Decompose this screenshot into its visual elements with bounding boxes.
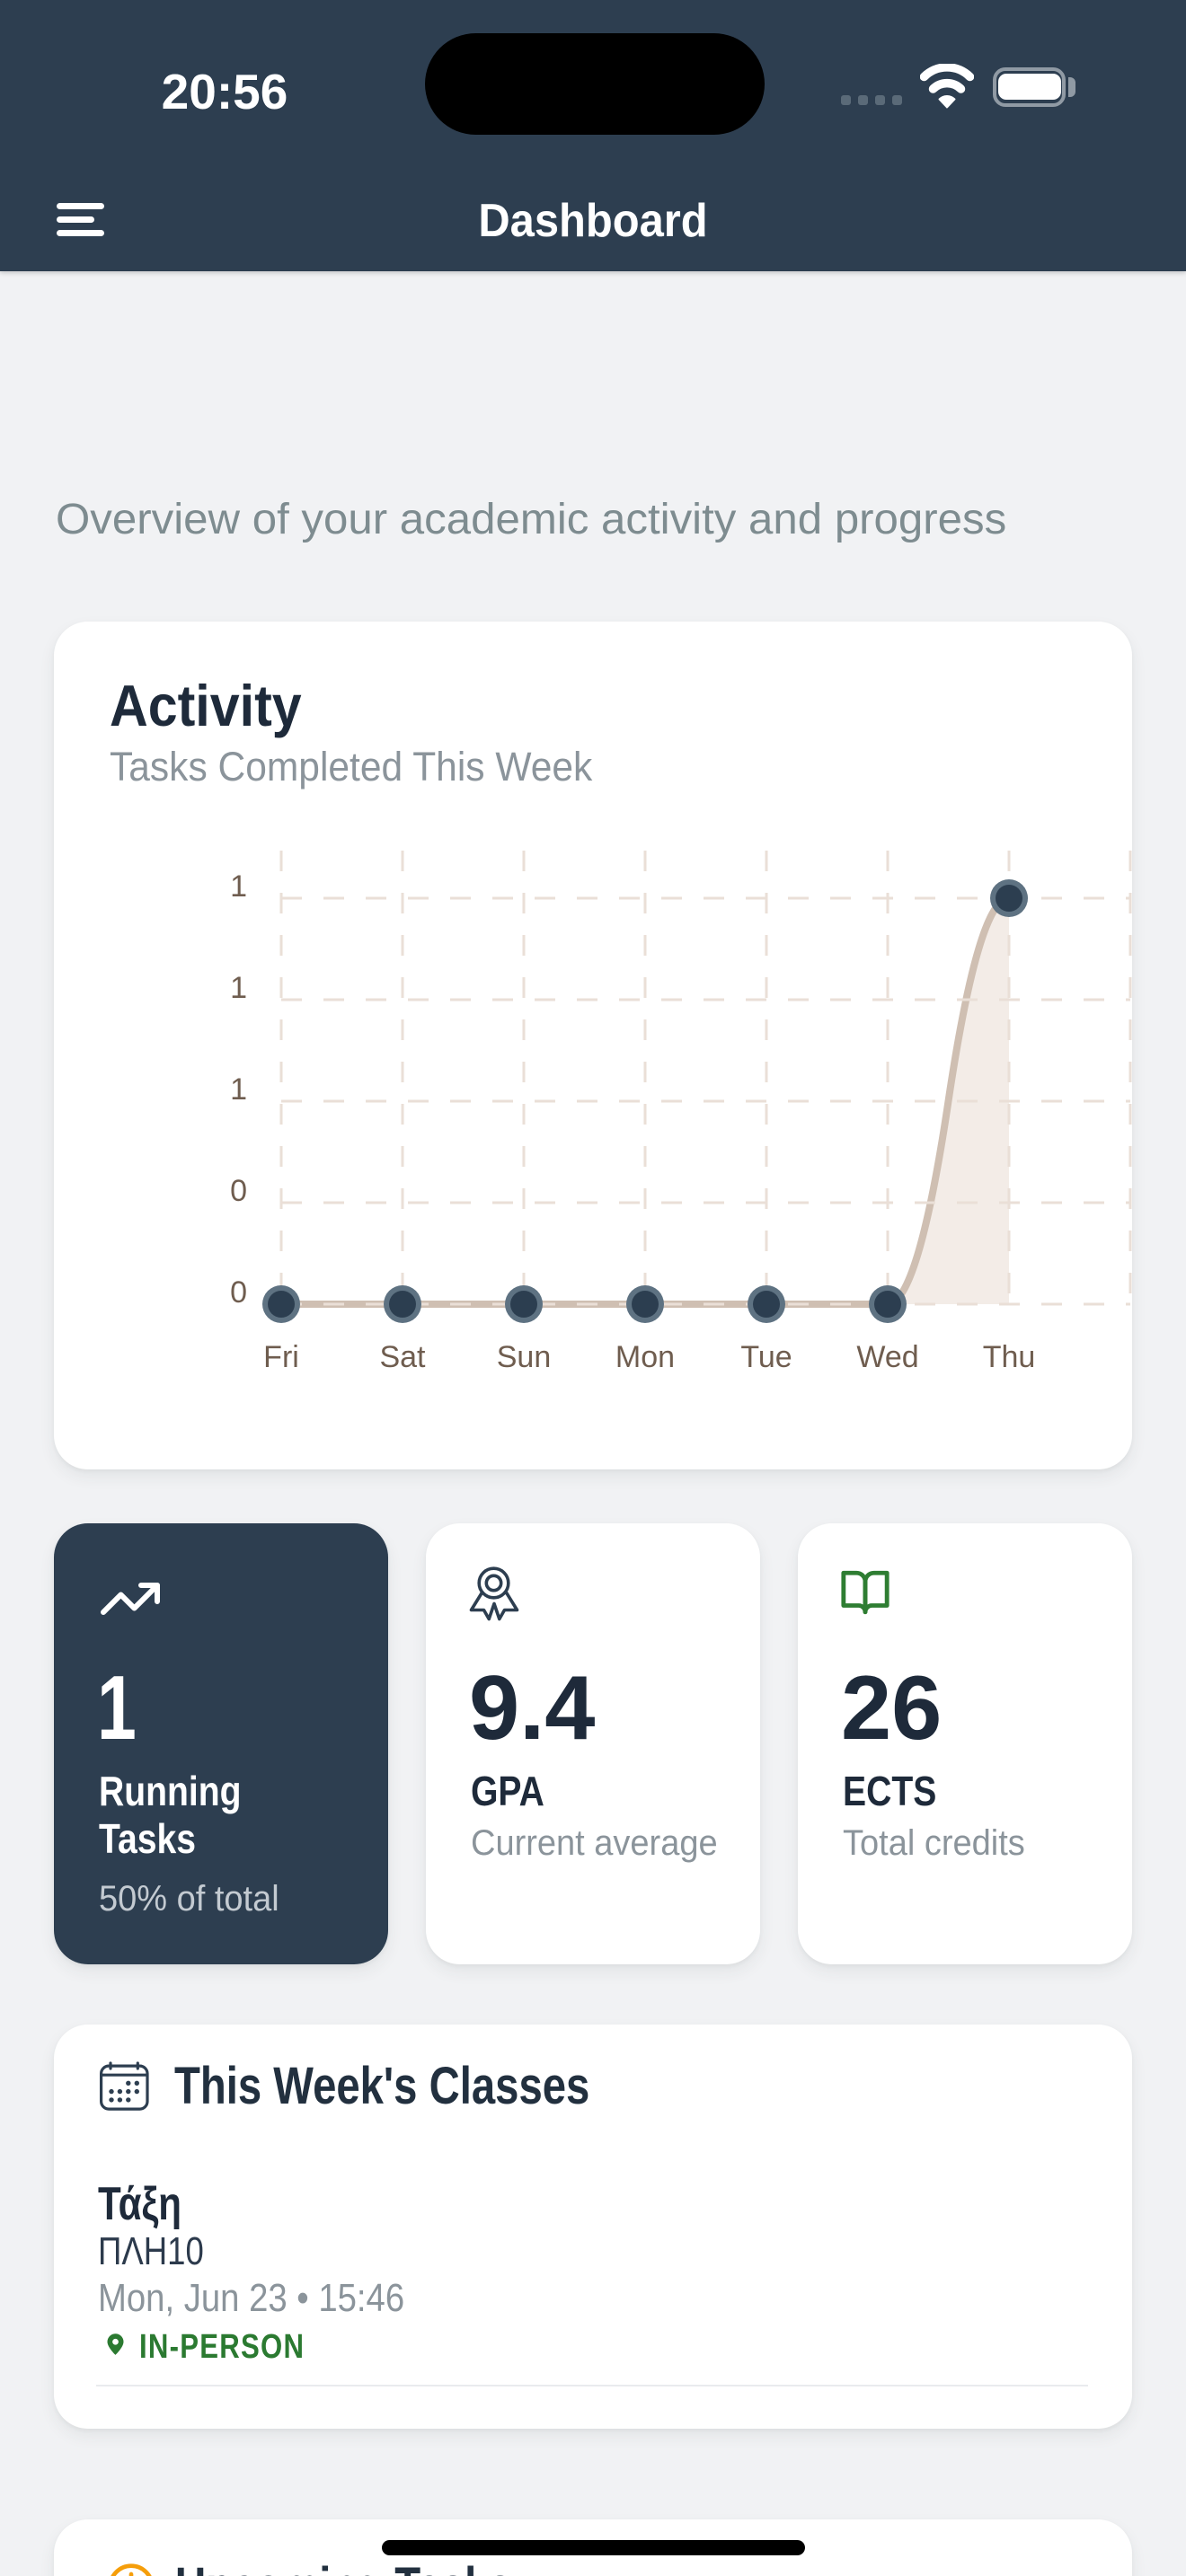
svg-text:1: 1 xyxy=(230,1072,247,1107)
svg-text:Fri: Fri xyxy=(263,1340,299,1374)
svg-text:Sun: Sun xyxy=(497,1340,552,1374)
svg-text:0: 0 xyxy=(230,1275,247,1310)
svg-text:Mon: Mon xyxy=(615,1340,675,1374)
svg-text:1: 1 xyxy=(230,869,247,904)
svg-text:Wed: Wed xyxy=(856,1340,918,1374)
svg-text:0: 0 xyxy=(230,1174,247,1208)
svg-text:Thu: Thu xyxy=(983,1340,1036,1374)
svg-text:1: 1 xyxy=(230,971,247,1005)
svg-text:Sat: Sat xyxy=(379,1340,426,1374)
svg-text:Tue: Tue xyxy=(740,1340,792,1374)
